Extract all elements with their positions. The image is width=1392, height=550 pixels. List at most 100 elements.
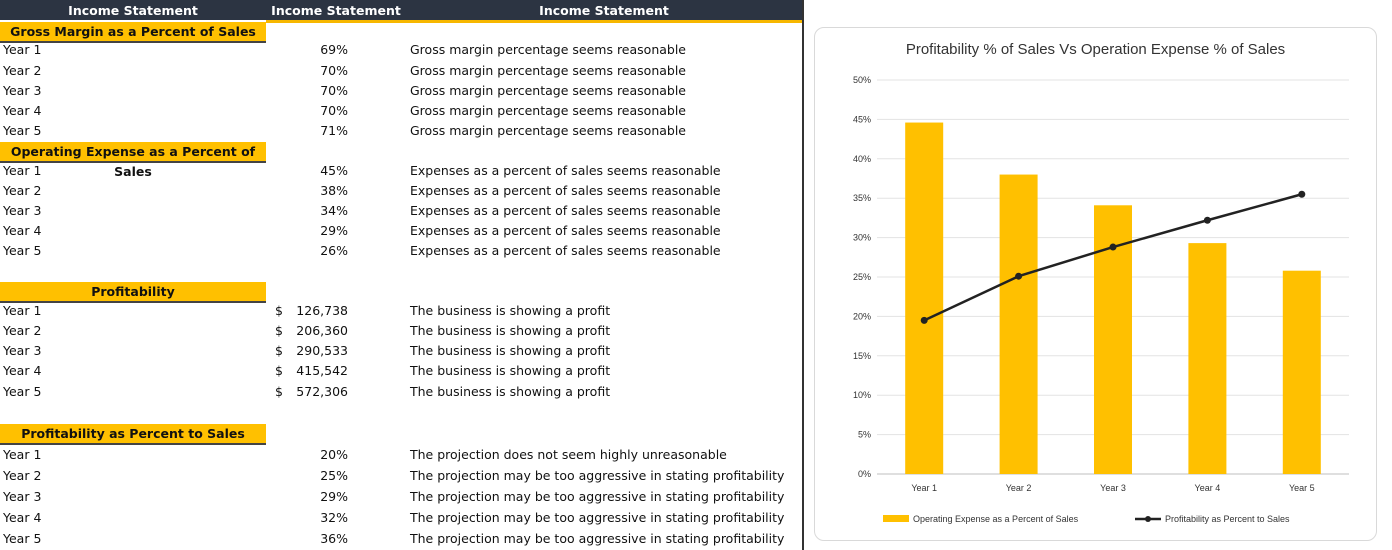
bar-5 (1282, 270, 1321, 474)
row-value: 70% (320, 83, 348, 98)
row-comment: The projection does not seem highly unre… (410, 447, 727, 462)
row-comment: The business is showing a profit (410, 363, 611, 378)
table-row[interactable]: Year 4 29% Expenses as a percent of sales … (0, 221, 800, 241)
row-comment: The business is showing a profit (410, 384, 611, 399)
table-row[interactable]: Year 2 38% Expenses as a percent of sales … (0, 181, 800, 201)
bar-1 (905, 122, 944, 474)
table-row[interactable]: Year 5 71% Gross margin percentage seems r… (0, 121, 800, 141)
y-tick-label: 20% (853, 311, 871, 321)
row-value: 45% (320, 163, 348, 178)
row-value: 34% (320, 203, 348, 218)
currency-symbol: $ (275, 303, 283, 318)
table-row[interactable]: Year 5 26% Expenses as a percent of sales … (0, 241, 800, 261)
chart-panel[interactable]: Profitability % of Sales Vs Operation Ex… (814, 27, 1377, 541)
row-value: 126,738 (296, 303, 348, 318)
y-tick-label: 0% (858, 469, 871, 479)
x-tick-label: Year 1 (911, 483, 937, 493)
row-value: 29% (320, 489, 348, 504)
row-value: 25% (320, 468, 348, 483)
row-label: Year 3 (3, 83, 42, 98)
chart-svg: 0% 5% 10% 15% 20% 25% 30% 35% 40% 45% 50% Year 1 Yea… (853, 75, 1349, 524)
line-point-3 (1109, 243, 1117, 251)
bar-4 (1188, 243, 1227, 474)
column-header-1[interactable]: Income Statement (0, 0, 266, 20)
table-row[interactable]: Year 5 36% The projection may be too aggre… (0, 529, 800, 549)
row-comment: Expenses as a percent of sales seems rea… (410, 243, 721, 258)
section-header[interactable]: Gross Margin as a Percent of Sales (0, 22, 266, 43)
legend-marker (1145, 516, 1151, 522)
x-tick-label: Year 4 (1195, 483, 1221, 493)
row-comment: Expenses as a percent of sales seems rea… (410, 183, 721, 198)
row-comment: The projection may be too aggressive in … (410, 468, 785, 483)
row-comment: Expenses as a percent of sales seems rea… (410, 203, 721, 218)
table-row[interactable]: Year 4 32% The projection may be too aggre… (0, 508, 800, 528)
row-label: Year 4 (3, 103, 42, 118)
legend-label-bar: Operating Expense as a Percent of Sales (913, 514, 1079, 524)
y-tick-label: 10% (853, 390, 871, 400)
row-label: Year 5 (3, 384, 42, 399)
row-label: Year 1 (3, 303, 42, 318)
section-header[interactable]: Operating Expense as a Percent of Sales (0, 142, 266, 179)
table-row[interactable]: Year 1 45% Expenses as a percent of sales … (0, 161, 800, 181)
table-row[interactable]: Year 4 70% Gross margin percentage seems r… (0, 101, 800, 121)
y-tick-label: 5% (858, 430, 871, 440)
row-label: Year 1 (3, 163, 42, 178)
row-comment: The projection may be too aggressive in … (410, 531, 785, 546)
row-comment: Gross margin percentage seems reasonable (410, 83, 687, 98)
column-header-3[interactable]: Income Statement (406, 0, 802, 20)
x-tick-label: Year 2 (1006, 483, 1032, 493)
y-tick-label: 40% (853, 154, 871, 164)
row-label: Year 2 (3, 183, 42, 198)
y-tick-label: 35% (853, 193, 871, 203)
row-value: 20% (320, 447, 348, 462)
row-value: 71% (320, 123, 348, 138)
table-row[interactable]: Year 3 $290,533 The business is showing a … (0, 341, 800, 361)
row-value: 36% (320, 531, 348, 546)
table-row[interactable]: Year 2 $206,360 The business is showing a … (0, 321, 800, 341)
currency-symbol: $ (275, 363, 283, 378)
row-comment: Expenses as a percent of sales seems rea… (410, 223, 721, 238)
row-comment: The business is showing a profit (410, 303, 611, 318)
x-tick-label: Year 5 (1289, 483, 1315, 493)
row-value: 206,360 (296, 323, 348, 338)
row-label: Year 4 (3, 363, 42, 378)
legend-swatch-bar (883, 515, 909, 522)
line-point-1 (920, 316, 928, 324)
row-value: 572,306 (296, 384, 348, 399)
table-row[interactable]: Year 2 70% Gross margin percentage seems r… (0, 61, 800, 81)
row-comment: The projection may be too aggressive in … (410, 489, 785, 504)
row-comment: Gross margin percentage seems reasonable (410, 63, 687, 78)
row-label: Year 4 (3, 510, 42, 525)
row-label: Year 3 (3, 203, 42, 218)
table-row[interactable]: Year 1 69% Gross margin percentage seems r… (0, 40, 800, 60)
section-header[interactable]: Profitability (0, 282, 266, 303)
row-label: Year 2 (3, 323, 42, 338)
table-row[interactable]: Year 3 70% Gross margin percentage seems r… (0, 81, 800, 101)
table-row[interactable]: Year 5 $572,306 The business is showing a … (0, 382, 800, 402)
row-label: Year 5 (3, 243, 42, 258)
table-row[interactable]: Year 1 20% The projection does not seem hi… (0, 445, 800, 465)
table-row[interactable]: Year 3 34% Expenses as a percent of sales … (0, 201, 800, 221)
row-comment: Gross margin percentage seems reasonable (410, 42, 687, 57)
row-value: 32% (320, 510, 348, 525)
x-tick-label: Year 3 (1100, 483, 1126, 493)
row-label: Year 5 (3, 123, 42, 138)
section-header[interactable]: Profitability as Percent to Sales (0, 424, 266, 445)
table-row[interactable]: Year 3 29% The projection may be too aggre… (0, 487, 800, 507)
y-tick-label: 45% (853, 114, 871, 124)
column-header-2[interactable]: Income Statement (266, 0, 406, 20)
line-point-5 (1298, 190, 1306, 198)
row-comment: The business is showing a profit (410, 343, 611, 358)
row-value: 29% (320, 223, 348, 238)
bar-2 (999, 174, 1038, 474)
row-value: 70% (320, 63, 348, 78)
currency-symbol: $ (275, 343, 283, 358)
table-row[interactable]: Year 2 25% The projection may be too aggre… (0, 466, 800, 486)
currency-symbol: $ (275, 384, 283, 399)
row-label: Year 4 (3, 223, 42, 238)
row-value: 70% (320, 103, 348, 118)
table-row[interactable]: Year 1 $126,738 The business is showing a … (0, 301, 800, 321)
row-label: Year 1 (3, 447, 42, 462)
line-point-2 (1015, 272, 1023, 280)
table-row[interactable]: Year 4 $415,542 The business is showing a … (0, 361, 800, 381)
